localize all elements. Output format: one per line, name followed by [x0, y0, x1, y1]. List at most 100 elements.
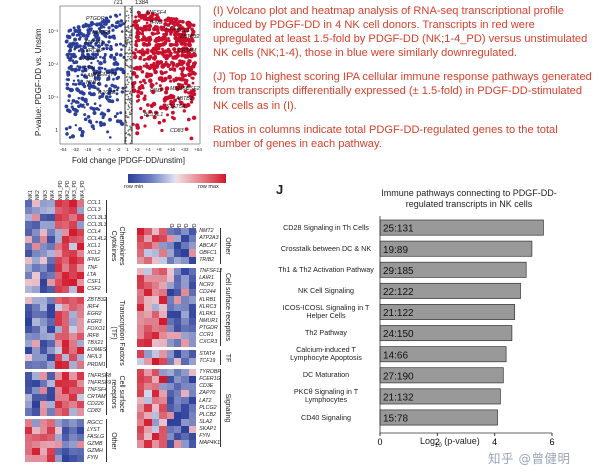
volcano-point-down — [91, 92, 96, 97]
volcano-point-up — [167, 37, 170, 40]
heatmap-cell — [39, 271, 48, 279]
volcano-point-down — [85, 23, 90, 28]
heatmap-group-bracket — [106, 372, 107, 416]
heatmap-cell — [62, 361, 70, 369]
volcano-point-down — [92, 111, 97, 115]
volcano-point-down — [97, 108, 101, 111]
heatmap-cell — [39, 379, 48, 387]
heatmap-gene-label: SLA2 — [199, 418, 213, 425]
volcano-point-down — [83, 99, 88, 104]
volcano-point-down — [71, 67, 74, 71]
heatmap-cell — [62, 379, 70, 387]
volcano-point-up — [169, 101, 174, 106]
heatmap-cell — [181, 324, 189, 333]
volcano-point-up — [187, 117, 191, 122]
volcano-point-down — [72, 55, 77, 59]
heatmap-gene-label: KLRK1 — [199, 310, 216, 317]
volcano-gene-label: CCL3 — [166, 26, 180, 32]
heatmap-gene-label: ZAP70 — [199, 390, 216, 397]
heatmap-cell — [144, 368, 152, 377]
heatmap-cell — [39, 393, 48, 402]
heatmap-cell — [32, 361, 40, 369]
heatmap-cell — [151, 390, 160, 398]
volcano-point-ns — [125, 121, 128, 124]
heatmap-cell — [188, 310, 197, 318]
heatmap-cell — [25, 339, 33, 348]
heatmap-cell — [47, 278, 55, 286]
volcano-point-up — [181, 32, 185, 36]
heatmap-cell — [166, 303, 175, 311]
volcano-point-down — [80, 73, 84, 76]
heatmap-cell — [25, 318, 33, 326]
volcano-point-up — [144, 81, 147, 85]
heatmap-cell — [151, 310, 160, 318]
volcano-point-down — [97, 76, 101, 80]
volcano-point-down — [89, 121, 93, 125]
heatmap-cell — [39, 339, 48, 348]
volcano-point-up — [169, 79, 173, 83]
volcano-point-up — [150, 31, 155, 36]
heatmap-cell — [54, 311, 63, 319]
volcano-point-down — [105, 95, 108, 98]
heatmap-cell — [151, 249, 160, 257]
panel-j-title: Immune pathways connecting to PDGF-DD-re… — [381, 188, 557, 209]
volcano-point-up — [191, 115, 197, 121]
volcano-point-down — [64, 104, 69, 109]
heatmap-cell — [62, 318, 70, 326]
heatmap-cell — [69, 221, 77, 229]
heatmap-cell — [39, 250, 48, 258]
heatmap-cell — [166, 339, 175, 347]
volcano-point-up — [157, 35, 161, 39]
heatmap-cell — [166, 274, 175, 283]
heatmap-cell — [151, 242, 160, 250]
volcano-point-down — [95, 41, 98, 45]
volcano-point-down — [100, 43, 104, 47]
volcano-point-down — [110, 23, 115, 28]
heatmap-cell — [32, 278, 40, 286]
heatmap-cell — [32, 235, 40, 244]
volcano-point-up — [168, 63, 172, 67]
volcano-point-down — [66, 73, 70, 77]
volcano-point-down — [112, 77, 115, 81]
volcano-point-down — [76, 88, 81, 93]
volcano-point-ns — [126, 59, 129, 61]
heatmap-gene-label: ATP2A3 — [199, 235, 219, 242]
volcano-point-down — [70, 102, 73, 105]
heatmap-cell — [166, 375, 175, 384]
heatmap-cell — [54, 257, 63, 265]
caption-ratios: Ratios in columns indicate total PDGF-DD… — [213, 123, 558, 150]
heatmap-cell — [62, 221, 70, 229]
heatmap-gene-label: CCL3L3 — [87, 221, 107, 228]
volcano-point-down — [73, 107, 78, 112]
volcano-point-up — [164, 53, 170, 59]
volcano-point-up — [189, 47, 194, 51]
volcano-point-down — [96, 44, 101, 48]
volcano-point-down — [77, 96, 81, 100]
heatmap-cell — [166, 433, 175, 441]
volcano-point-down — [120, 48, 123, 51]
heatmap-gene-label: FYN — [199, 433, 210, 440]
heatmap-group-label: Other — [224, 237, 231, 255]
heatmap-group-label: Signaling — [224, 393, 231, 423]
heatmap-cell — [188, 425, 197, 434]
volcano-point-up — [156, 50, 161, 56]
heatmap-cell — [188, 296, 197, 304]
heatmap-cell — [32, 318, 40, 326]
volcano-point-up — [136, 94, 141, 99]
volcano-point-up — [157, 42, 160, 46]
heatmap-cell — [25, 455, 33, 463]
heatmap-cell — [69, 242, 77, 251]
volcano-point-down — [76, 25, 81, 30]
volcano-point-up — [149, 103, 154, 108]
volcano-point-down — [72, 79, 76, 83]
volcano-xtick: +32 — [180, 147, 189, 152]
heatmap-cell — [137, 390, 145, 398]
heatmap-cell — [174, 433, 182, 441]
heatmap-cell — [137, 324, 145, 333]
heatmap-cell — [76, 250, 85, 258]
volcano-point-down — [97, 27, 102, 31]
heatmap-cell — [32, 408, 40, 416]
pathway-ratio-label: 19:89 — [383, 245, 408, 256]
volcano-point-up — [156, 38, 161, 43]
pathway-category-label: PKCθ Signaling in T Lymphocytes — [293, 387, 359, 405]
